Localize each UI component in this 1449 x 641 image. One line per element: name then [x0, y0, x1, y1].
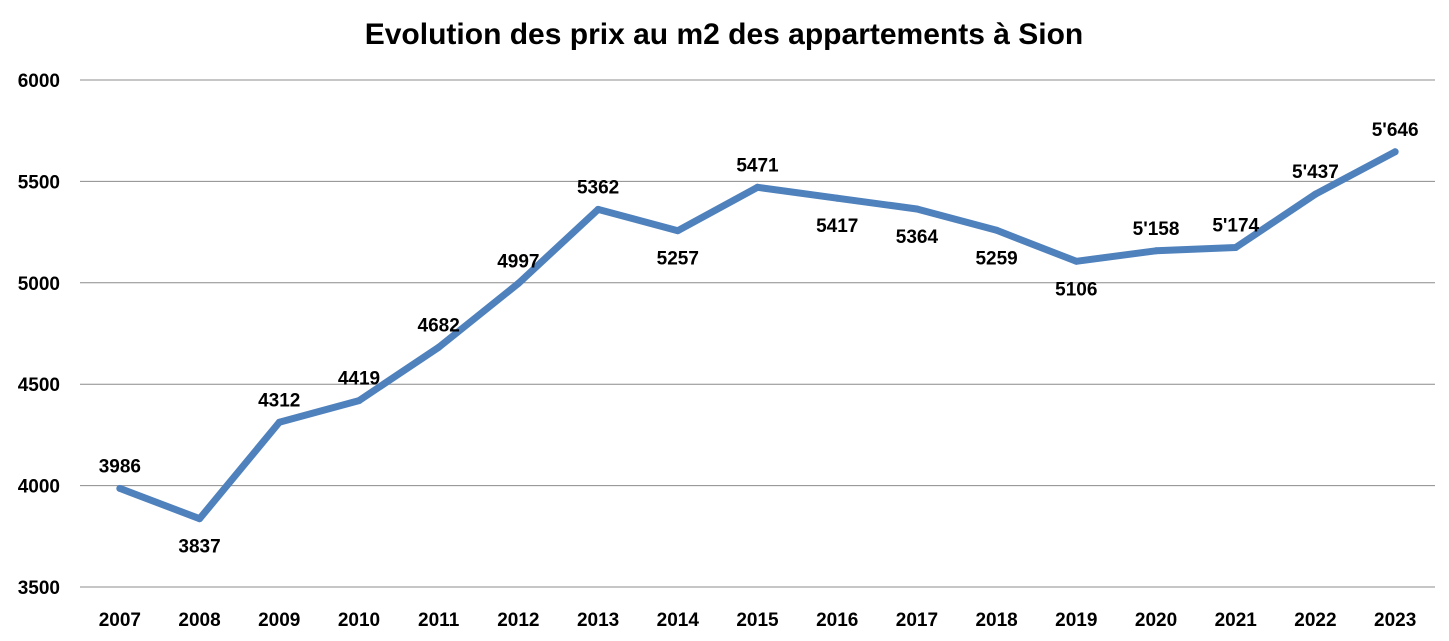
data-label: 5'158: [1133, 219, 1180, 240]
x-tick-label: 2017: [896, 610, 938, 631]
data-point: [514, 279, 522, 287]
data-label: 5'646: [1372, 120, 1419, 141]
x-tick-label: 2018: [975, 610, 1017, 631]
x-tick-label: 2023: [1374, 610, 1416, 631]
data-point: [1391, 148, 1399, 156]
data-point: [1232, 244, 1240, 252]
x-tick-label: 2022: [1294, 610, 1336, 631]
data-point: [594, 205, 602, 213]
x-tick-label: 2020: [1135, 610, 1177, 631]
data-label: 5364: [896, 227, 939, 248]
data-label: 5'437: [1292, 162, 1339, 183]
data-label: 5'174: [1212, 216, 1259, 237]
data-labels: 3986 3837 4312 4419 4682 4997 5362 5257 5471 5417…: [99, 120, 1419, 558]
x-tick-label: 2008: [178, 610, 220, 631]
y-axis-ticks: 3500 4000 4500 5000 5500 6000: [18, 71, 60, 599]
series-group: [116, 148, 1399, 523]
data-label: 5106: [1055, 279, 1097, 300]
y-tick-label: 4000: [18, 477, 60, 498]
y-tick-label: 5500: [18, 172, 60, 193]
data-point: [674, 227, 682, 235]
data-point: [435, 343, 443, 351]
data-label: 4682: [418, 315, 460, 336]
series-line: [116, 148, 1399, 523]
data-label: 5257: [657, 249, 699, 270]
data-label: 5259: [975, 248, 1017, 269]
y-tick-label: 3500: [18, 578, 60, 599]
data-point: [116, 484, 124, 492]
data-point: [833, 194, 841, 202]
x-tick-label: 2012: [497, 610, 539, 631]
data-point: [913, 205, 921, 213]
data-point: [355, 397, 363, 405]
x-tick-label: 2019: [1055, 610, 1097, 631]
x-tick-label: 2010: [338, 610, 380, 631]
x-axis-ticks: 2007 2008 2009 2010 2011 2012 2013 2014 2015 2016…: [99, 610, 1417, 631]
y-tick-label: 5000: [18, 274, 60, 295]
data-point: [275, 418, 283, 426]
x-tick-label: 2015: [736, 610, 779, 631]
x-tick-label: 2021: [1215, 610, 1258, 631]
data-label: 4312: [258, 390, 300, 411]
x-tick-label: 2011: [418, 610, 460, 631]
data-label: 4997: [497, 251, 539, 272]
data-point: [754, 183, 761, 191]
data-label: 5471: [736, 155, 779, 176]
data-point: [1152, 247, 1160, 255]
data-point: [993, 226, 1001, 234]
x-tick-label: 2007: [99, 610, 141, 631]
data-point: [196, 515, 204, 523]
data-point: [1311, 190, 1319, 198]
x-tick-label: 2013: [577, 610, 619, 631]
data-label: 5417: [816, 216, 858, 237]
data-point: [1072, 257, 1080, 265]
data-label: 4419: [338, 369, 380, 390]
data-label: 3837: [178, 537, 220, 558]
y-tick-label: 6000: [18, 71, 60, 92]
x-tick-label: 2009: [258, 610, 300, 631]
x-tick-label: 2014: [657, 610, 700, 631]
data-label: 3986: [99, 456, 141, 477]
chart-title: Evolution des prix au m2 des appartement…: [365, 18, 1084, 51]
gridlines: [80, 79, 1435, 588]
y-tick-label: 4500: [18, 375, 60, 396]
data-label: 5362: [577, 177, 619, 198]
x-tick-label: 2016: [816, 610, 858, 631]
